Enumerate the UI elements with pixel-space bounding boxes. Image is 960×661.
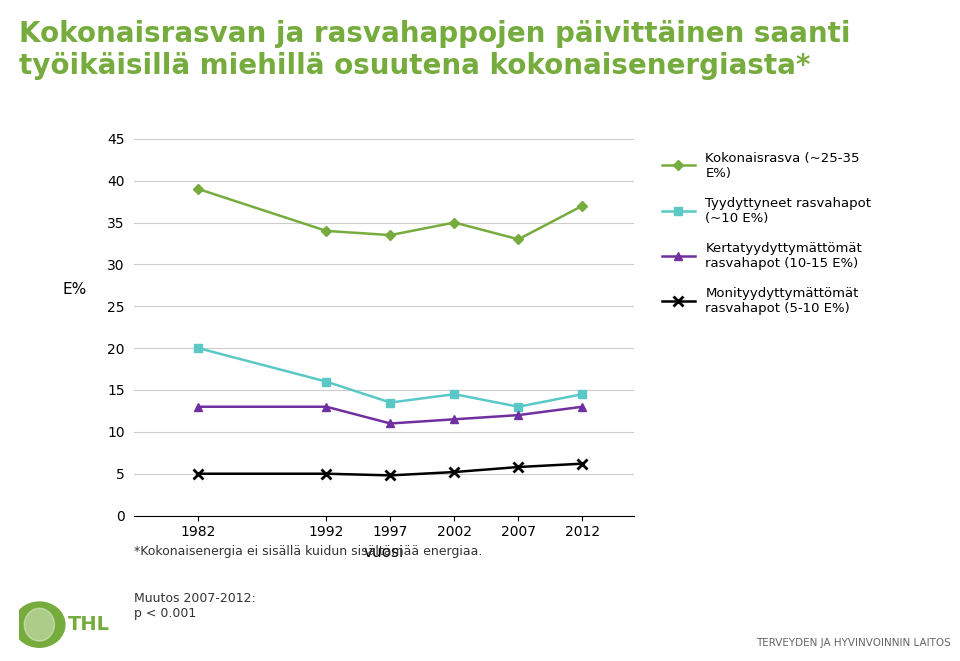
Kokonaisrasva (~25-35
E%) (385, 231, 396, 239)
Monityydyttymättömät
rasvahapot (5-10 E%) (448, 468, 460, 476)
Kertatyydyttymättömät
rasvahapot (10-15 E%) (513, 411, 524, 419)
Legend: Kokonaisrasva (~25-35
E%), Tyydyttyneet rasvahapot
(~10 E%), Kertatyydyttymättöm: Kokonaisrasva (~25-35 E%), Tyydyttyneet … (655, 145, 877, 322)
Tyydyttyneet rasvahapot
(~10 E%) (577, 390, 588, 398)
Kertatyydyttymättömät
rasvahapot (10-15 E%) (448, 415, 460, 423)
Monityydyttymättömät
rasvahapot (5-10 E%) (385, 471, 396, 479)
Kokonaisrasva (~25-35
E%) (448, 219, 460, 227)
Text: E%: E% (62, 282, 86, 297)
Tyydyttyneet rasvahapot
(~10 E%) (193, 344, 204, 352)
Line: Tyydyttyneet rasvahapot
(~10 E%): Tyydyttyneet rasvahapot (~10 E%) (194, 344, 587, 411)
Text: THL: THL (67, 615, 109, 634)
Tyydyttyneet rasvahapot
(~10 E%) (448, 390, 460, 398)
Monityydyttymättömät
rasvahapot (5-10 E%) (513, 463, 524, 471)
Monityydyttymättömät
rasvahapot (5-10 E%) (577, 459, 588, 467)
Kokonaisrasva (~25-35
E%) (193, 185, 204, 193)
Monityydyttymättömät
rasvahapot (5-10 E%) (193, 470, 204, 478)
Kertatyydyttymättömät
rasvahapot (10-15 E%) (321, 403, 332, 410)
Kertatyydyttymättömät
rasvahapot (10-15 E%) (193, 403, 204, 410)
Text: Kokonaisrasvan ja rasvahappojen päivittäinen saanti
työikäisillä miehillä osuute: Kokonaisrasvan ja rasvahappojen päivittä… (19, 20, 851, 80)
Text: TERVEYDEN JA HYVINVOINNIN LAITOS: TERVEYDEN JA HYVINVOINNIN LAITOS (756, 638, 950, 648)
Line: Kertatyydyttymättömät
rasvahapot (10-15 E%): Kertatyydyttymättömät rasvahapot (10-15 … (194, 403, 587, 428)
Kertatyydyttymättömät
rasvahapot (10-15 E%) (577, 403, 588, 410)
X-axis label: vuosi: vuosi (364, 545, 404, 560)
Tyydyttyneet rasvahapot
(~10 E%) (321, 377, 332, 385)
Line: Kokonaisrasva (~25-35
E%): Kokonaisrasva (~25-35 E%) (195, 186, 586, 243)
Kertatyydyttymättömät
rasvahapot (10-15 E%) (385, 420, 396, 428)
Text: Muutos 2007-2012:
p < 0.001: Muutos 2007-2012: p < 0.001 (134, 592, 256, 619)
Text: *Kokonaisenergia ei sisällä kuidun sisältämää energiaa.: *Kokonaisenergia ei sisällä kuidun sisäl… (134, 545, 483, 559)
Kokonaisrasva (~25-35
E%) (577, 202, 588, 210)
Kokonaisrasva (~25-35
E%) (513, 235, 524, 243)
Kokonaisrasva (~25-35
E%) (321, 227, 332, 235)
Circle shape (13, 602, 65, 647)
Monityydyttymättömät
rasvahapot (5-10 E%) (321, 470, 332, 478)
Tyydyttyneet rasvahapot
(~10 E%) (385, 399, 396, 407)
Ellipse shape (24, 608, 55, 641)
Line: Monityydyttymättömät
rasvahapot (5-10 E%): Monityydyttymättömät rasvahapot (5-10 E%… (194, 459, 588, 481)
Tyydyttyneet rasvahapot
(~10 E%) (513, 403, 524, 410)
